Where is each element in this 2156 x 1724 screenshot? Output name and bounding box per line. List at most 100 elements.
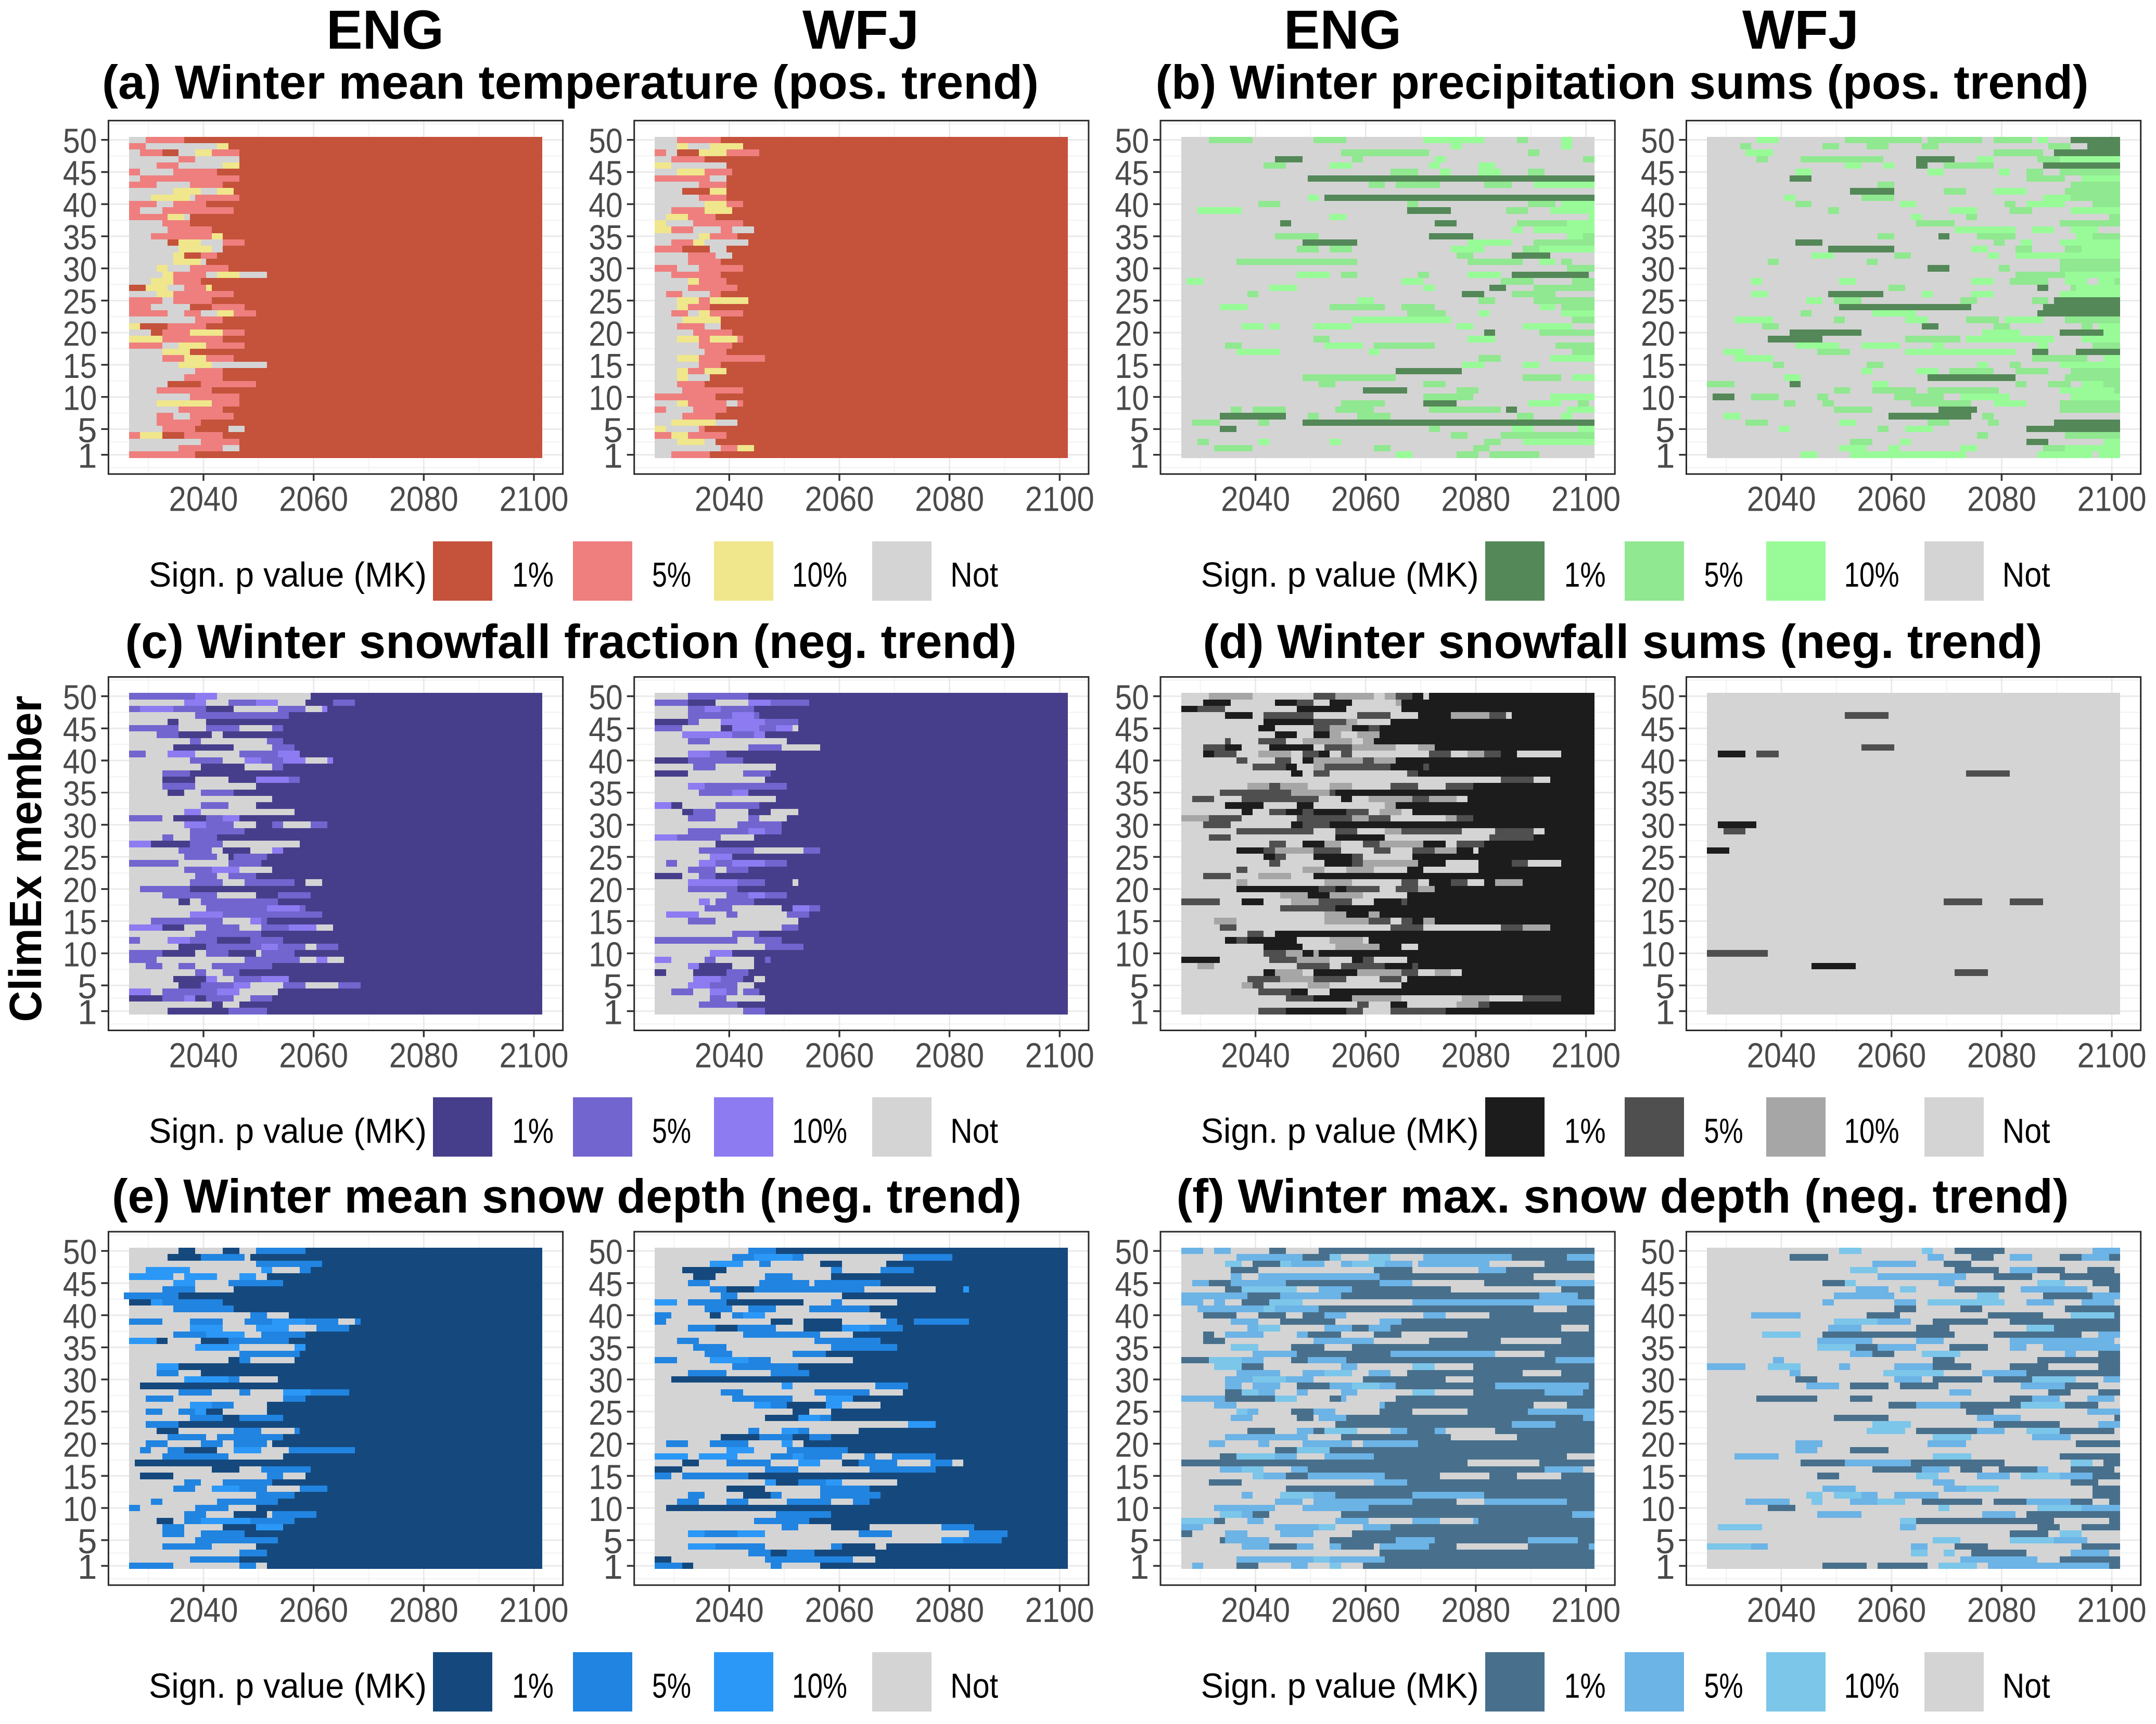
svg-text:20: 20 — [1641, 314, 1675, 353]
svg-text:10: 10 — [63, 379, 97, 418]
svg-text:10: 10 — [1641, 379, 1675, 418]
svg-text:1: 1 — [78, 1548, 97, 1587]
svg-text:10: 10 — [589, 935, 623, 974]
svg-text:45: 45 — [63, 154, 97, 193]
svg-text:10: 10 — [1641, 935, 1675, 974]
svg-text:20: 20 — [589, 314, 623, 353]
svg-text:2060: 2060 — [279, 1591, 348, 1630]
svg-text:10: 10 — [63, 1490, 97, 1529]
svg-text:50: 50 — [1641, 1233, 1675, 1272]
svg-text:35: 35 — [1115, 218, 1150, 257]
svg-text:1%: 1% — [1564, 1112, 1606, 1151]
svg-text:15: 15 — [589, 1457, 623, 1497]
svg-text:WFJ: WFJ — [802, 0, 919, 61]
svg-text:25: 25 — [1641, 1393, 1675, 1433]
svg-text:40: 40 — [589, 742, 623, 781]
svg-text:30: 30 — [63, 806, 97, 845]
svg-text:5: 5 — [603, 967, 622, 1006]
svg-text:Sign. p value (MK): Sign. p value (MK) — [1201, 1112, 1479, 1151]
svg-text:1%: 1% — [512, 1112, 554, 1151]
svg-text:45: 45 — [1115, 710, 1150, 749]
svg-text:(c) Winter snowfall fraction (: (c) Winter snowfall fraction (neg. trend… — [125, 615, 1017, 668]
svg-text:Not: Not — [950, 1667, 998, 1706]
svg-text:10: 10 — [1115, 935, 1150, 974]
svg-text:2040: 2040 — [695, 1591, 764, 1630]
svg-text:2040: 2040 — [1221, 1036, 1290, 1075]
svg-text:5: 5 — [78, 411, 97, 450]
svg-text:5%: 5% — [652, 1667, 691, 1706]
svg-text:35: 35 — [1641, 1329, 1675, 1368]
svg-text:35: 35 — [1641, 218, 1675, 257]
svg-text:ENG: ENG — [326, 0, 444, 61]
svg-text:10%: 10% — [1844, 555, 1899, 594]
svg-text:2040: 2040 — [169, 1036, 238, 1075]
svg-text:2060: 2060 — [1331, 1036, 1400, 1075]
svg-text:5%: 5% — [1704, 1112, 1743, 1151]
svg-text:2100: 2100 — [1551, 1036, 1621, 1075]
svg-text:1: 1 — [603, 993, 622, 1032]
svg-text:1%: 1% — [512, 1667, 554, 1706]
svg-text:ENG: ENG — [1284, 0, 1401, 61]
svg-text:2060: 2060 — [1331, 1591, 1400, 1630]
svg-text:2040: 2040 — [1747, 1591, 1816, 1630]
svg-text:20: 20 — [1115, 314, 1150, 353]
svg-text:Not: Not — [950, 555, 998, 594]
svg-text:2060: 2060 — [1857, 1036, 1926, 1075]
svg-text:40: 40 — [1641, 186, 1675, 225]
svg-text:2040: 2040 — [169, 1591, 238, 1630]
svg-text:WFJ: WFJ — [1742, 0, 1859, 61]
svg-text:5: 5 — [78, 967, 97, 1006]
svg-text:20: 20 — [1641, 871, 1675, 910]
svg-text:Not: Not — [2002, 555, 2050, 594]
svg-text:45: 45 — [1115, 154, 1150, 193]
svg-text:10: 10 — [589, 379, 623, 418]
svg-text:30: 30 — [63, 250, 97, 289]
svg-text:2100: 2100 — [2077, 1591, 2147, 1630]
svg-text:2080: 2080 — [1441, 1036, 1510, 1075]
svg-text:45: 45 — [1641, 710, 1675, 749]
svg-text:20: 20 — [589, 1426, 623, 1465]
svg-text:2080: 2080 — [1967, 1036, 2036, 1075]
svg-text:10%: 10% — [792, 1112, 847, 1151]
svg-text:10: 10 — [1115, 379, 1150, 418]
svg-text:40: 40 — [1115, 186, 1150, 225]
svg-text:20: 20 — [1641, 1426, 1675, 1465]
svg-text:50: 50 — [1641, 122, 1675, 161]
svg-text:35: 35 — [589, 218, 623, 257]
svg-text:2060: 2060 — [279, 480, 348, 519]
svg-text:(b) Winter precipitation sums: (b) Winter precipitation sums (pos. tren… — [1156, 56, 2089, 109]
svg-text:2060: 2060 — [279, 1036, 348, 1075]
svg-text:35: 35 — [1115, 775, 1150, 814]
svg-text:ClimEx member: ClimEx member — [1, 695, 51, 1022]
svg-text:10%: 10% — [792, 1667, 847, 1706]
svg-text:2100: 2100 — [500, 1036, 569, 1075]
svg-text:5%: 5% — [1704, 1667, 1743, 1706]
svg-text:1%: 1% — [1564, 555, 1606, 594]
svg-text:30: 30 — [1641, 806, 1675, 845]
svg-text:2060: 2060 — [805, 1591, 874, 1630]
svg-text:45: 45 — [589, 1265, 623, 1304]
svg-text:35: 35 — [1641, 775, 1675, 814]
svg-text:30: 30 — [1115, 806, 1150, 845]
svg-text:2100: 2100 — [500, 1591, 569, 1630]
svg-text:5: 5 — [603, 1522, 622, 1561]
svg-text:1%: 1% — [1564, 1667, 1606, 1706]
svg-text:2040: 2040 — [1747, 480, 1816, 519]
svg-text:35: 35 — [63, 1329, 97, 1368]
svg-text:10: 10 — [589, 1490, 623, 1529]
svg-text:25: 25 — [1115, 1393, 1150, 1433]
svg-text:5: 5 — [78, 1522, 97, 1561]
svg-text:35: 35 — [63, 218, 97, 257]
svg-text:5%: 5% — [652, 1112, 691, 1151]
svg-text:2100: 2100 — [1025, 480, 1094, 519]
svg-text:15: 15 — [1641, 1457, 1675, 1497]
svg-text:2080: 2080 — [915, 1591, 984, 1630]
svg-text:40: 40 — [1641, 742, 1675, 781]
svg-text:2040: 2040 — [695, 1036, 764, 1075]
svg-text:1%: 1% — [512, 555, 554, 594]
svg-text:50: 50 — [589, 678, 623, 717]
svg-text:50: 50 — [63, 1233, 97, 1272]
svg-text:25: 25 — [1641, 282, 1675, 321]
svg-text:30: 30 — [1641, 1361, 1675, 1400]
svg-text:30: 30 — [1641, 250, 1675, 289]
